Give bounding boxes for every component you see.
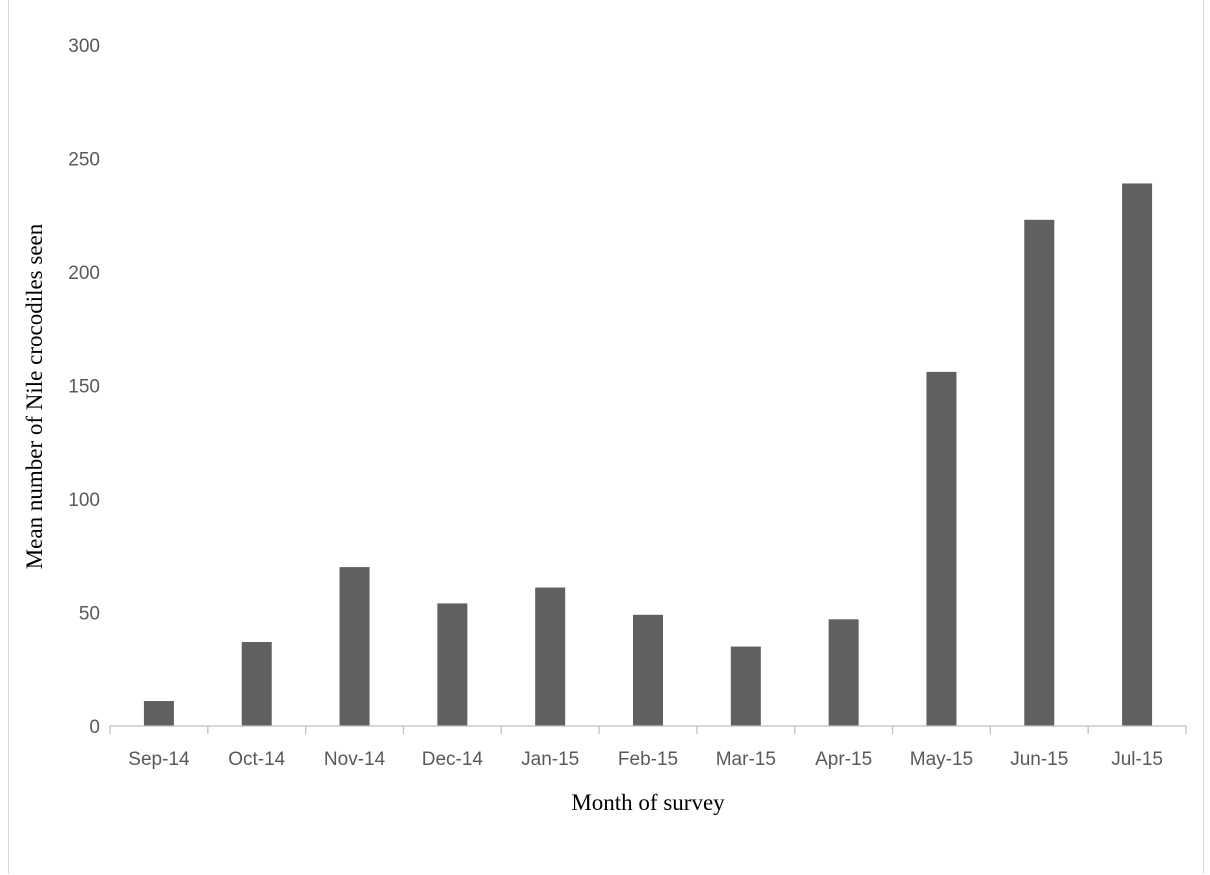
x-tick-label: Jul-15 [1111, 749, 1163, 770]
x-axis-title: Month of survey [571, 790, 725, 815]
bar [535, 587, 566, 726]
bar [1024, 219, 1055, 727]
y-tick-label: 150 [68, 377, 100, 398]
y-tick-label: 200 [68, 263, 100, 284]
bar [437, 603, 468, 726]
bar [143, 701, 174, 726]
y-axis-ticks: 0 50 100 150 200 250 300 [68, 36, 100, 738]
bar [241, 642, 272, 726]
bar [1122, 183, 1153, 727]
y-tick-label: 50 [79, 604, 100, 625]
y-tick-label: 100 [68, 490, 100, 511]
bar [633, 614, 663, 726]
x-tick-label: Apr-15 [815, 749, 872, 770]
y-tick-label: 0 [89, 717, 100, 738]
x-tick-label: Oct-14 [228, 749, 285, 770]
bar [339, 567, 370, 726]
chart-frame [8, 0, 1204, 874]
y-tick-label: 250 [68, 150, 100, 171]
bars [143, 183, 1153, 727]
x-tick-label: Feb-15 [618, 749, 678, 770]
y-tick-label: 300 [68, 36, 100, 57]
y-axis-title: Mean number of Nile crocodiles seen [22, 223, 47, 569]
x-axis-ticks: Sep-14 Oct-14 Nov-14 Dec-14 Jan-15 Feb-15 Mar-… [109, 726, 1187, 770]
x-tick-label: Jan-15 [521, 749, 579, 770]
x-tick-label: Dec-14 [422, 749, 484, 770]
x-tick-label: Sep-14 [128, 749, 190, 770]
bar [828, 619, 859, 726]
bar [926, 371, 957, 726]
x-tick-label: May-15 [910, 749, 973, 770]
x-tick-label: Mar-15 [716, 749, 776, 770]
x-tick-label: Jun-15 [1010, 749, 1068, 770]
bar [730, 646, 761, 726]
x-tick-label: Nov-14 [324, 749, 386, 770]
